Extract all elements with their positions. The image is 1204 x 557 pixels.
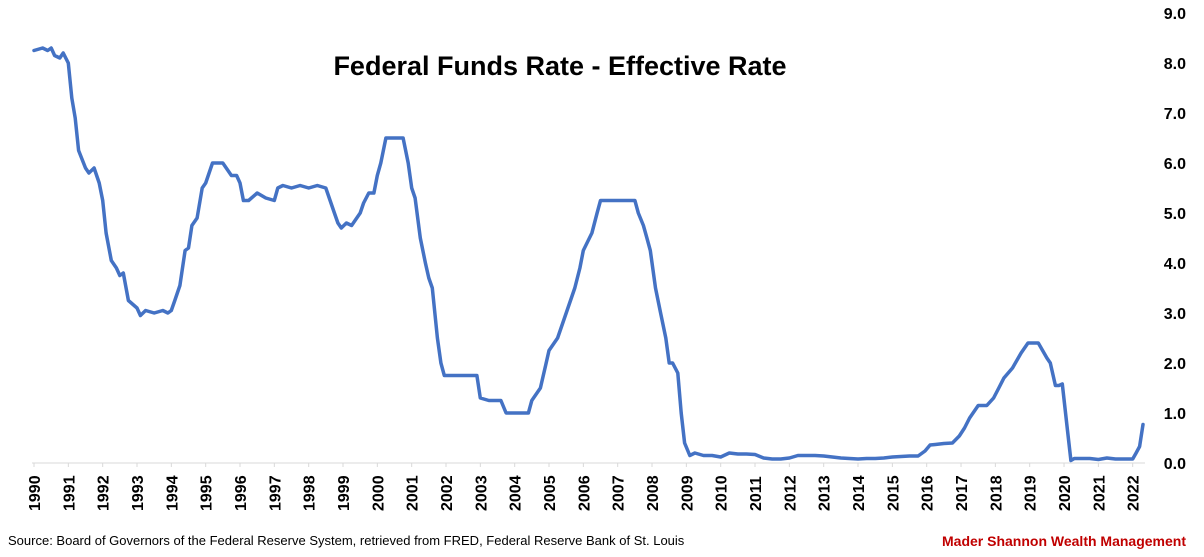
x-tick-label: 2020 [1057, 475, 1074, 511]
y-tick-label: 1.0 [1164, 406, 1186, 423]
x-tick-label: 2016 [920, 475, 937, 511]
x-tick-label: 2002 [439, 475, 456, 511]
x-tick-label: 2010 [714, 475, 731, 511]
x-tick-label: 1994 [164, 475, 181, 511]
y-axis-ticks: 0.0 1.0 2.0 3.0 4.0 5.0 6.0 7.0 8.0 9.0 [1164, 6, 1186, 473]
y-tick-label: 3.0 [1164, 306, 1186, 323]
x-tick-label: 2004 [508, 475, 525, 511]
x-tick-label: 1990 [27, 475, 44, 511]
x-tick-label: 2009 [679, 475, 696, 511]
x-tick-label: 2000 [370, 475, 387, 511]
y-tick-label: 8.0 [1164, 56, 1186, 73]
x-tick-label: 1991 [61, 475, 78, 511]
series-line-fed-funds-rate [32, 46, 1145, 463]
y-tick-label: 0.0 [1164, 456, 1186, 473]
x-tick-label: 2011 [748, 476, 765, 511]
y-tick-label: 7.0 [1164, 106, 1186, 123]
x-axis-ticks: 1990 1991 1992 1993 1994 1995 1996 1997 1998 1999… [27, 463, 1143, 511]
brand-label: Mader Shannon Wealth Management [942, 533, 1186, 549]
x-tick-label: 2018 [988, 475, 1005, 511]
y-tick-label: 9.0 [1164, 6, 1186, 23]
y-tick-label: 5.0 [1164, 206, 1186, 223]
x-tick-label: 2013 [817, 475, 834, 511]
y-tick-label: 2.0 [1164, 356, 1186, 373]
x-tick-label: 1993 [130, 475, 147, 511]
x-tick-label: 2014 [851, 475, 868, 511]
x-tick-label: 2008 [645, 475, 662, 511]
x-tick-label: 1992 [96, 475, 113, 511]
x-tick-label: 2021 [1091, 475, 1108, 511]
chart-title: Federal Funds Rate - Effective Rate [333, 51, 786, 81]
x-tick-label: 2015 [885, 475, 902, 511]
x-tick-label: 2019 [1023, 475, 1040, 511]
x-tick-label: 2003 [473, 475, 490, 511]
x-tick-label: 1999 [336, 475, 353, 511]
x-tick-label: 1995 [199, 475, 216, 511]
source-note: Source: Board of Governors of the Federa… [8, 533, 685, 548]
x-tick-label: 2012 [782, 475, 799, 511]
y-tick-label: 4.0 [1164, 256, 1186, 273]
x-tick-label: 1996 [233, 475, 250, 511]
y-tick-label: 6.0 [1164, 156, 1186, 173]
x-tick-label: 2006 [576, 475, 593, 511]
x-tick-label: 2022 [1126, 475, 1143, 511]
x-tick-label: 2005 [542, 475, 559, 511]
x-tick-label: 2001 [405, 475, 422, 511]
x-tick-label: 2007 [611, 475, 628, 511]
x-tick-label: 1997 [267, 475, 284, 511]
x-tick-label: 2017 [954, 475, 971, 511]
x-tick-label: 1998 [302, 475, 319, 511]
